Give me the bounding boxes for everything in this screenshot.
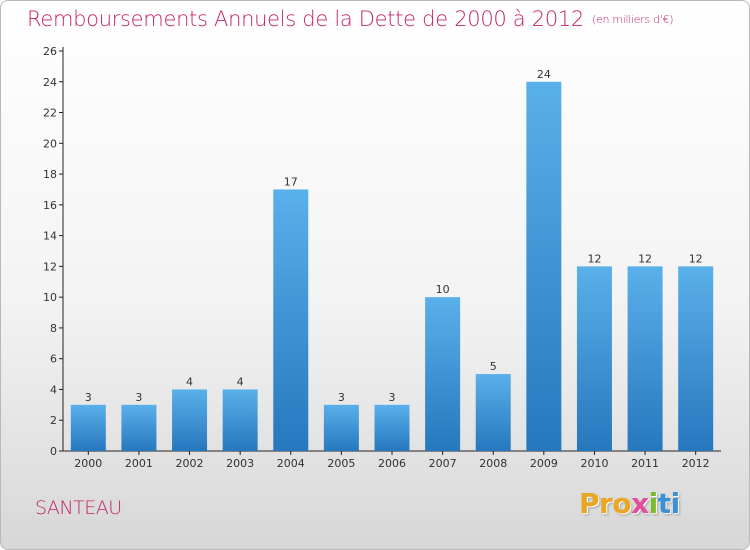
y-tick-label: 20 <box>43 137 57 150</box>
x-tick-label: 2002 <box>176 457 204 470</box>
bar-value-label: 12 <box>689 252 703 265</box>
x-tick-label: 2000 <box>74 457 102 470</box>
bar-value-label: 12 <box>638 252 652 265</box>
bar <box>425 297 461 451</box>
bar <box>576 266 612 451</box>
bar-value-label: 5 <box>490 360 497 373</box>
bar <box>678 266 714 451</box>
logo-part-2: x <box>631 487 649 520</box>
bar <box>475 374 511 451</box>
bar <box>172 389 208 451</box>
bar-value-label: 3 <box>338 391 345 404</box>
bar-value-label: 24 <box>537 68 551 81</box>
bar <box>526 81 562 452</box>
commune-name: SANTEAU <box>35 497 122 519</box>
x-tick-label: 2008 <box>479 457 507 470</box>
x-tick-label: 2005 <box>327 457 355 470</box>
chart-unit: (en milliers d'€) <box>592 13 674 26</box>
y-tick-label: 6 <box>50 353 57 366</box>
bar <box>70 404 106 451</box>
x-tick-label: 2012 <box>682 457 710 470</box>
x-tick-label: 2011 <box>631 457 659 470</box>
y-tick-label: 12 <box>43 260 57 273</box>
y-tick-label: 10 <box>43 291 57 304</box>
bar-value-label: 10 <box>436 283 450 296</box>
bar <box>222 389 258 451</box>
chart-title-text: Remboursements Annuels de la Dette de 20… <box>27 7 584 31</box>
y-tick-label: 8 <box>50 322 57 335</box>
logo-part-1: Pro <box>579 487 632 520</box>
y-tick-label: 4 <box>50 383 57 396</box>
x-tick-label: 2004 <box>277 457 305 470</box>
bar-value-label: 3 <box>135 391 142 404</box>
bar <box>273 189 309 451</box>
bar-value-label: 17 <box>284 175 298 188</box>
y-tick-label: 24 <box>43 76 57 89</box>
bar-value-label: 3 <box>85 391 92 404</box>
y-tick-label: 18 <box>43 168 57 181</box>
logo-part-4: ti <box>657 487 680 520</box>
y-tick-label: 26 <box>43 45 57 58</box>
bar <box>121 404 157 451</box>
x-tick-label: 2006 <box>378 457 406 470</box>
chart-title: Remboursements Annuels de la Dette de 20… <box>27 7 673 31</box>
bar-value-label: 12 <box>587 252 601 265</box>
y-tick-label: 22 <box>43 107 57 120</box>
proxiti-logo: Proxiti <box>579 487 680 520</box>
x-tick-label: 2009 <box>530 457 558 470</box>
y-tick-label: 0 <box>50 445 57 458</box>
y-tick-label: 14 <box>43 230 57 243</box>
bar-value-label: 3 <box>389 391 396 404</box>
bar <box>323 404 359 451</box>
x-tick-label: 2010 <box>580 457 608 470</box>
x-tick-label: 2007 <box>429 457 457 470</box>
x-tick-label: 2003 <box>226 457 254 470</box>
bar <box>627 266 663 451</box>
bar-value-label: 4 <box>186 375 193 388</box>
bar-value-label: 4 <box>237 375 244 388</box>
x-tick-label: 2001 <box>125 457 153 470</box>
y-tick-label: 16 <box>43 199 57 212</box>
y-tick-label: 2 <box>50 414 57 427</box>
logo-part-3: i <box>648 487 659 520</box>
bar <box>374 404 410 451</box>
